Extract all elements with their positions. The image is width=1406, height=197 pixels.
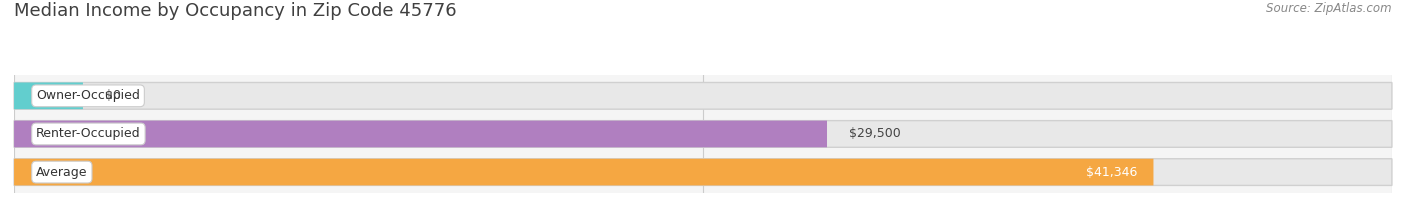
FancyBboxPatch shape xyxy=(14,159,1153,185)
Text: Source: ZipAtlas.com: Source: ZipAtlas.com xyxy=(1267,2,1392,15)
Text: Median Income by Occupancy in Zip Code 45776: Median Income by Occupancy in Zip Code 4… xyxy=(14,2,457,20)
Text: $41,346: $41,346 xyxy=(1085,166,1137,179)
Text: Owner-Occupied: Owner-Occupied xyxy=(37,89,141,102)
Text: Renter-Occupied: Renter-Occupied xyxy=(37,127,141,140)
FancyBboxPatch shape xyxy=(14,83,83,109)
FancyBboxPatch shape xyxy=(14,159,1392,185)
FancyBboxPatch shape xyxy=(14,121,1392,147)
Text: Average: Average xyxy=(37,166,87,179)
FancyBboxPatch shape xyxy=(14,121,827,147)
FancyBboxPatch shape xyxy=(14,83,1392,109)
Text: $0: $0 xyxy=(105,89,121,102)
Text: $29,500: $29,500 xyxy=(849,127,901,140)
